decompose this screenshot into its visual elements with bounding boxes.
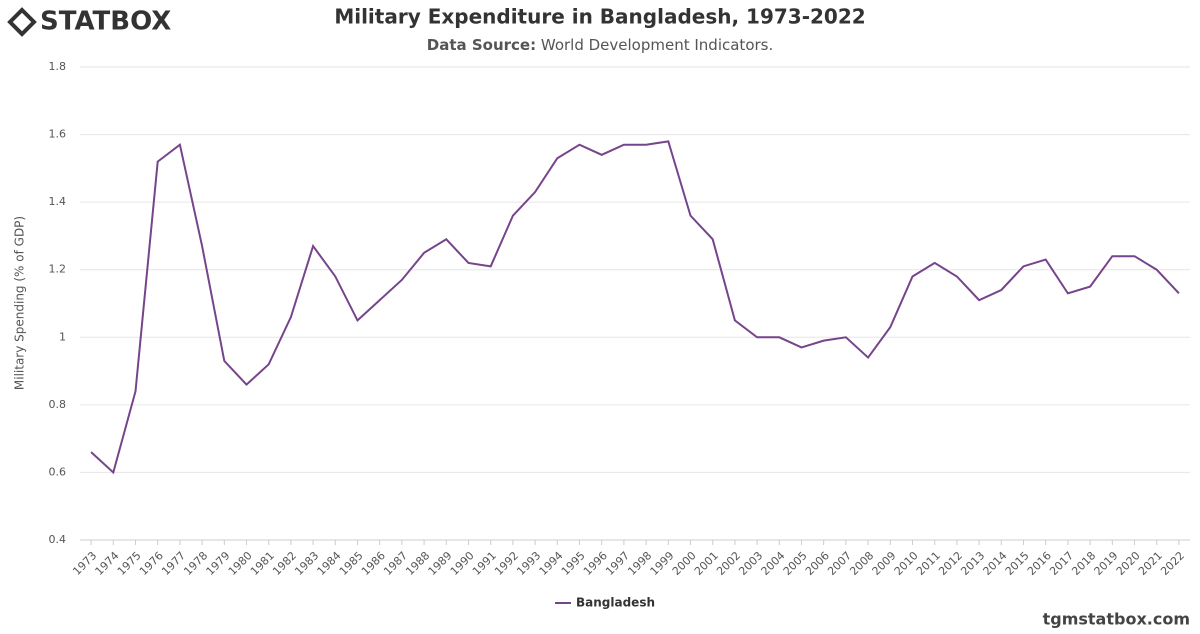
x-tick-label: 1990 bbox=[448, 549, 477, 578]
y-tick-label: 1.6 bbox=[49, 128, 67, 141]
x-tick-label: 1978 bbox=[181, 549, 210, 578]
x-tick-label: 1981 bbox=[248, 549, 277, 578]
y-tick-label: 0.6 bbox=[49, 465, 67, 478]
line bbox=[90, 140, 1180, 475]
x-tick-label: 2021 bbox=[1136, 549, 1165, 578]
y-tick-label: 1.8 bbox=[49, 60, 67, 73]
x-tick-label: 1987 bbox=[381, 549, 410, 578]
x-tick-label: 1975 bbox=[115, 549, 144, 578]
x-tick-label: 2019 bbox=[1092, 549, 1121, 578]
y-tick-label: 1.2 bbox=[49, 263, 67, 276]
x-tick-label: 2004 bbox=[759, 549, 788, 578]
x-tick-label: 1992 bbox=[492, 549, 521, 578]
chart-subtitle: Data Source: World Development Indicator… bbox=[427, 36, 774, 54]
y-tick-label: 0.8 bbox=[49, 398, 67, 411]
x-tick-label: 2014 bbox=[981, 549, 1010, 578]
x-tick-label: 2000 bbox=[670, 549, 699, 578]
x-tick-label: 1991 bbox=[470, 549, 499, 578]
x-tick-label: 1999 bbox=[648, 549, 677, 578]
x-tick-label: 1979 bbox=[204, 549, 233, 578]
x-tick-label: 2022 bbox=[1158, 549, 1187, 578]
x-tick-label: 1983 bbox=[292, 549, 321, 578]
x-tick-label: 2016 bbox=[1025, 549, 1054, 578]
x-tick-label: 1989 bbox=[426, 549, 455, 578]
x-tick-label: 1994 bbox=[537, 549, 566, 578]
chart-title: Military Expenditure in Bangladesh, 1973… bbox=[334, 5, 865, 29]
y-tick-label: 1.4 bbox=[49, 195, 67, 208]
x-tick-label: 2017 bbox=[1047, 549, 1076, 578]
x-tick-label: 2002 bbox=[714, 549, 743, 578]
x-tick-label: 1997 bbox=[603, 549, 632, 578]
x-tick-label: 2013 bbox=[958, 549, 987, 578]
legend-label: Bangladesh bbox=[576, 596, 655, 610]
x-tick-label: 1985 bbox=[337, 549, 366, 578]
x-tick-label: 2008 bbox=[847, 549, 876, 578]
x-tick-label: 1995 bbox=[559, 549, 588, 578]
x-tick-label: 1973 bbox=[70, 549, 99, 578]
x-tick-label: 1998 bbox=[625, 549, 654, 578]
x-tick-label: 2001 bbox=[692, 549, 721, 578]
x-tick-label: 2015 bbox=[1003, 549, 1032, 578]
x-tick-label: 2010 bbox=[892, 549, 921, 578]
y-tick-label: 1 bbox=[59, 330, 66, 343]
x-tick-label: 2018 bbox=[1069, 549, 1098, 578]
x-tick-label: 1993 bbox=[514, 549, 543, 578]
watermark: tgmstatbox.com bbox=[1043, 610, 1190, 629]
x-tick-label: 2020 bbox=[1114, 549, 1143, 578]
x-tick-label: 1974 bbox=[93, 549, 122, 578]
x-tick-label: 1984 bbox=[315, 549, 344, 578]
x-tick-label: 2005 bbox=[781, 549, 810, 578]
logo: STATBOX bbox=[7, 7, 171, 37]
x-tick-label: 2009 bbox=[870, 549, 899, 578]
subtitle-text: World Development Indicators. bbox=[541, 36, 773, 54]
x-tick-label: 1986 bbox=[359, 549, 388, 578]
x-tick-label: 2012 bbox=[936, 549, 965, 578]
logo-icon bbox=[7, 7, 37, 37]
x-tick-label: 1996 bbox=[581, 549, 610, 578]
x-tick-label: 1982 bbox=[270, 549, 299, 578]
subtitle-label: Data Source: bbox=[427, 36, 536, 54]
x-tick-label: 2003 bbox=[736, 549, 765, 578]
y-tick-label: 0.4 bbox=[49, 533, 67, 546]
x-tick-label: 1976 bbox=[137, 549, 166, 578]
x-tick-label: 2011 bbox=[914, 549, 943, 578]
x-tick-label: 2007 bbox=[825, 549, 854, 578]
y-axis-label: Military Spending (% of GDP) bbox=[13, 216, 27, 390]
x-tick-label: 1980 bbox=[226, 549, 255, 578]
x-tick-label: 1988 bbox=[403, 549, 432, 578]
x-tick-label: 1977 bbox=[159, 549, 188, 578]
x-tick-label: 2006 bbox=[803, 549, 832, 578]
logo-text: STATBOX bbox=[40, 7, 171, 37]
